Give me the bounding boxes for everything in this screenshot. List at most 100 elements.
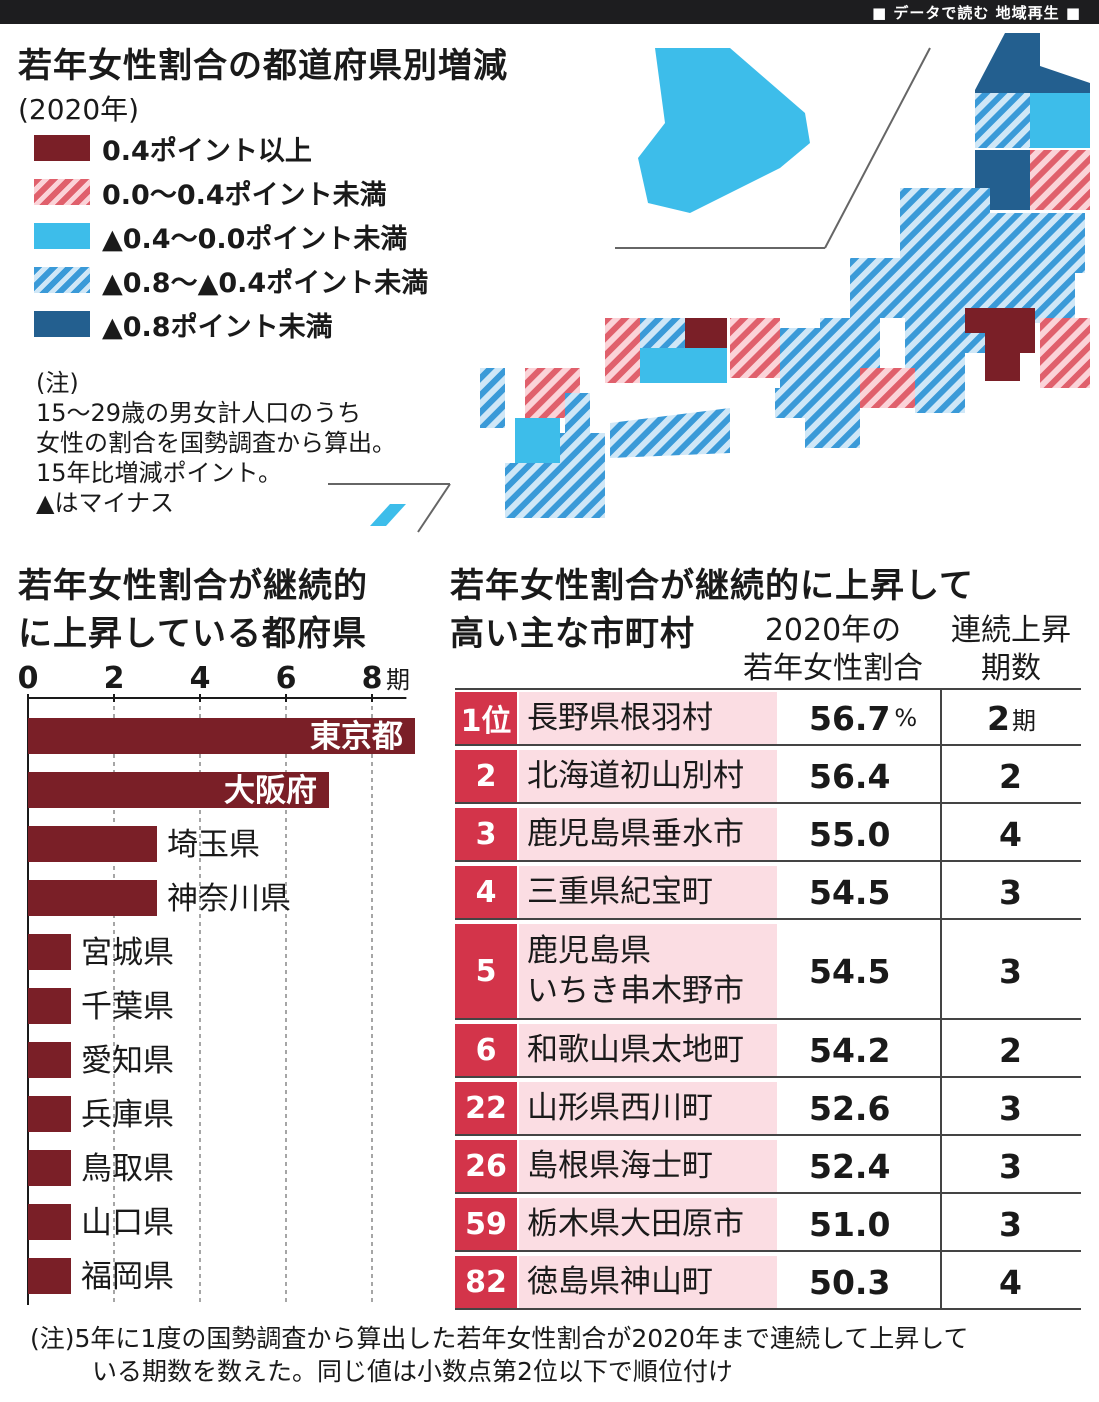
periods-number: 3	[999, 951, 1022, 991]
map-divider-line	[417, 483, 451, 533]
map-region-oita	[565, 393, 590, 433]
map-region-okinawa	[370, 504, 406, 526]
municipality-name-line: 鹿児島県垂水市	[527, 816, 744, 852]
x-tick-label: 8	[362, 661, 383, 696]
note-line: (注)	[36, 369, 79, 397]
bar-label: 福岡県	[81, 1259, 174, 1295]
table-row: 59 栃木県大田原市 51.0 3	[455, 1198, 1081, 1252]
legend-item: ▲0.8〜▲0.4ポイント未満	[34, 262, 429, 299]
x-tick-label: 0	[18, 661, 39, 696]
bar-label: 神奈川県	[167, 881, 291, 917]
ratio-number: 55.0	[809, 814, 891, 854]
periods-number: 2	[999, 1030, 1022, 1070]
map-region-kagoshima	[505, 463, 605, 518]
x-axis-unit: 期	[386, 666, 410, 694]
municipality-name-line: 長野県根羽村	[527, 700, 713, 736]
ratio-value: 54.2	[809, 1024, 894, 1076]
rank-cell: 59	[455, 1198, 517, 1250]
ratio-value: 51.0	[809, 1198, 894, 1250]
map-region-akita	[975, 93, 1030, 148]
ratio-number: 50.3	[809, 1262, 891, 1302]
col-header-ratio: 2020年の 若年女性割合	[728, 612, 938, 688]
map-region-fukushima	[990, 213, 1085, 273]
map-region-osaka	[775, 388, 805, 418]
rank-cell: 2	[455, 750, 517, 802]
map-region-tokyo	[985, 333, 1035, 353]
map-region-miyagi	[1030, 150, 1090, 210]
bar	[28, 1204, 71, 1240]
legend-label: 0.4ポイント以上	[102, 135, 312, 167]
map-title: 若年女性割合の都道府県別増減	[18, 46, 508, 86]
periods-value: 4	[942, 1256, 1081, 1308]
bar-chart-title: 若年女性割合が継続的 に上昇している都府県	[18, 562, 368, 658]
map-region-hyogo	[730, 318, 780, 378]
periods-value: 4	[942, 808, 1081, 860]
x-tick-label: 2	[104, 661, 125, 696]
x-tick-label: 6	[276, 661, 297, 696]
table-row: 82 徳島県神山町 50.3 4	[455, 1256, 1081, 1310]
municipality-name: 三重県紀宝町	[519, 866, 777, 918]
bar-label: 大阪府	[224, 773, 317, 809]
bar-label: 千葉県	[81, 989, 174, 1025]
table-title: 若年女性割合が継続的に上昇して 高い主な市町村	[450, 562, 974, 658]
municipality-name: 徳島県神山町	[519, 1256, 777, 1308]
table-top-rule	[455, 688, 1081, 690]
rank-cell: 4	[455, 866, 517, 918]
bar	[28, 1150, 71, 1186]
legend-item: ▲0.8ポイント未満	[34, 306, 333, 343]
col-header-ratio-line: 若年女性割合	[743, 651, 923, 686]
rank-cell: 26	[455, 1140, 517, 1192]
municipality-name-line: 山形県西川町	[527, 1090, 713, 1126]
periods-value: 3	[942, 1198, 1081, 1250]
municipality-name-line: 鹿児島県	[527, 933, 651, 969]
col-header-periods-line: 連続上昇	[951, 613, 1071, 648]
table-row: 1位 長野県根羽村 56.7% 2 期	[455, 692, 1081, 746]
note-line: ▲はマイナス	[36, 489, 174, 517]
table-row: 4 三重県紀宝町 54.5 3	[455, 866, 1081, 920]
rank-cell: 6	[455, 1024, 517, 1076]
col-header-periods-line: 期数	[981, 651, 1041, 686]
ratio-value: 55.0	[809, 808, 894, 860]
bar	[28, 934, 71, 970]
periods-number: 3	[999, 1204, 1022, 1244]
ratio-number: 54.5	[809, 951, 891, 991]
legend-swatch	[34, 267, 90, 293]
map-region-nagasaki	[480, 368, 505, 428]
ratio-value: 56.7%	[809, 692, 917, 744]
map-region-kyoto	[780, 328, 820, 388]
map-legend: 0.4ポイント以上 0.0〜0.4ポイント未満 ▲0.4〜0.0ポイント未満 ▲0.8…	[34, 130, 474, 360]
col-header-periods: 連続上昇 期数	[940, 612, 1082, 688]
municipality-name-line: 栃木県大田原市	[527, 1206, 744, 1242]
table-row: 26 島根県海士町 52.4 3	[455, 1140, 1081, 1194]
periods-number: 3	[999, 872, 1022, 912]
map-region-niigata	[900, 188, 990, 288]
table-title-line: 高い主な市町村	[450, 614, 695, 654]
note-line: 15年比増減ポイント。	[36, 459, 283, 487]
col-header-ratio-line: 2020年の	[764, 613, 902, 648]
legend-item: ▲0.4〜0.0ポイント未満	[34, 218, 408, 255]
legend-label: 0.0〜0.4ポイント未満	[102, 179, 387, 211]
map-region-toyama	[850, 258, 905, 318]
municipality-name-line: 徳島県神山町	[527, 1264, 713, 1300]
map-region-shikoku	[610, 408, 730, 458]
legend-label: ▲0.8〜▲0.4ポイント未満	[102, 267, 429, 299]
periods-number: 3	[999, 1088, 1022, 1128]
bar	[28, 1258, 71, 1294]
legend-item: 0.0〜0.4ポイント未満	[34, 174, 387, 211]
bar-label: 兵庫県	[81, 1097, 174, 1133]
periods-value: 3	[942, 924, 1081, 1018]
periods-number: 2	[999, 756, 1022, 796]
legend-label: ▲0.4〜0.0ポイント未満	[102, 223, 408, 255]
ratio-number: 52.4	[809, 1146, 891, 1186]
ratio-number: 51.0	[809, 1204, 891, 1244]
legend-swatch	[34, 311, 90, 337]
bar	[28, 988, 71, 1024]
periods-value: 3	[942, 1082, 1081, 1134]
map-region-shimane	[640, 318, 685, 348]
municipality-name: 長野県根羽村	[519, 692, 777, 744]
bar-label: 山口県	[81, 1205, 174, 1241]
ratio-value: 50.3	[809, 1256, 894, 1308]
map-note: (注) 15〜29歳の男女計人口のうち 女性の割合を国勢調査から算出。 15年比増減ポ…	[36, 368, 476, 518]
